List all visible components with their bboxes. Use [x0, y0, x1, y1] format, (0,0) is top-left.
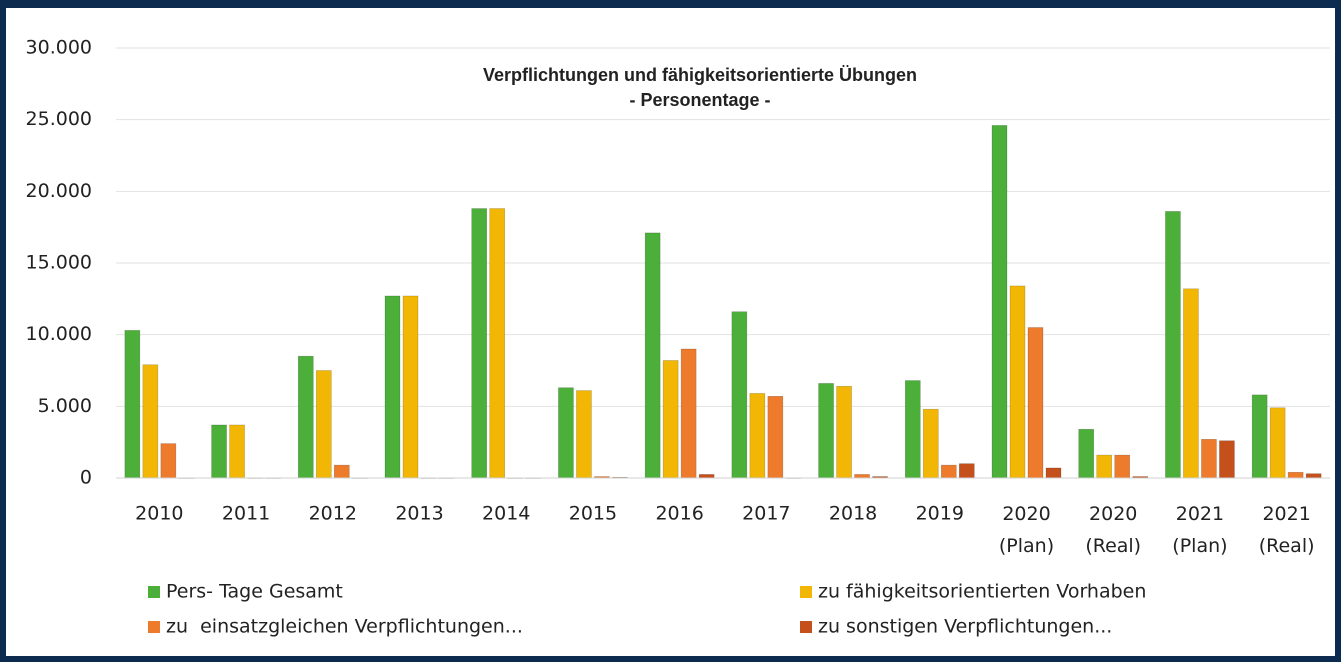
bar: [315, 370, 332, 479]
x-tick-label: 2014: [482, 503, 530, 525]
y-tick-label: 10.000: [26, 323, 92, 345]
bar: [731, 311, 748, 479]
bar: [333, 464, 350, 479]
x-tick-label: 2010: [135, 503, 183, 525]
x-tick-line: (Plan): [1172, 535, 1227, 557]
x-tick-label: 2016: [655, 503, 703, 525]
bar: [922, 408, 939, 479]
bar: [1078, 428, 1095, 479]
bar: [1009, 285, 1026, 479]
bar: [836, 385, 852, 479]
bar: [297, 355, 314, 479]
bar: [644, 232, 661, 479]
bar: [1114, 454, 1131, 479]
x-tick-label: 2018: [829, 503, 877, 525]
legend-swatch: [148, 586, 160, 598]
bar: [1305, 473, 1322, 479]
y-tick-label: 20.000: [26, 180, 92, 202]
bar: [1201, 438, 1217, 479]
x-tick-label: 2012: [309, 503, 357, 525]
legend-swatch: [800, 586, 812, 598]
bar: [229, 424, 245, 479]
bar: [749, 393, 766, 479]
bar: [558, 387, 574, 479]
bar: [767, 395, 784, 479]
x-tick-label: 2013: [395, 503, 443, 525]
x-tick-line: (Real): [1085, 535, 1141, 557]
legend-label: zu sonstigen Verpflichtungen...: [818, 616, 1112, 638]
bar: [124, 330, 141, 479]
bar: [402, 295, 419, 479]
bar: [958, 463, 975, 479]
bar: [1287, 471, 1304, 479]
y-tick-label: 15.000: [26, 252, 92, 274]
bar: [471, 208, 488, 479]
x-tick-label: 2017: [742, 503, 790, 525]
y-tick-label: 25.000: [26, 108, 92, 130]
bar: [1165, 211, 1181, 479]
y-tick-label: 0: [80, 467, 92, 489]
bar: [854, 474, 870, 479]
legend-label: zu einsatzgleichen Verpflichtungen...: [166, 616, 523, 638]
bar: [576, 390, 592, 479]
bar: [818, 383, 834, 479]
x-tick-label: 2021 (Real): [1259, 503, 1315, 557]
bar: [384, 295, 401, 479]
bar: [1183, 288, 1199, 479]
legend-swatch: [148, 621, 160, 633]
bar: [680, 348, 697, 479]
bar: [489, 208, 506, 479]
x-tick-line: (Real): [1259, 535, 1315, 557]
bar: [1219, 440, 1235, 479]
legend-label: Pers- Tage Gesamt: [166, 581, 343, 603]
x-tick-label: 2020 (Real): [1085, 503, 1141, 557]
bar: [698, 474, 715, 479]
bar: [1027, 327, 1044, 479]
bar: [904, 380, 921, 479]
x-tick-line: 2021: [1262, 503, 1310, 525]
legend-swatch: [800, 621, 812, 633]
y-tick-label: 30.000: [26, 37, 92, 59]
y-tick-label: 5.000: [38, 395, 92, 417]
legend-label: zu fähigkeitsorientierten Vorhaben: [818, 581, 1146, 603]
x-tick-line: 2020: [1089, 503, 1137, 525]
bar: [1096, 454, 1113, 479]
bar: [1269, 407, 1286, 479]
x-tick-line: (Plan): [999, 535, 1054, 557]
x-tick-line: 2021: [1176, 503, 1224, 525]
x-tick-label: 2020 (Plan): [999, 503, 1054, 557]
bar: [940, 464, 957, 479]
x-tick-label: 2021 (Plan): [1172, 503, 1227, 557]
chart-subtitle: - Personentage -: [629, 90, 770, 110]
bar: [991, 125, 1008, 479]
chart-title: Verpflichtungen und fähigkeitsorientiert…: [483, 65, 917, 85]
bar: [1045, 467, 1062, 479]
bar: [211, 424, 227, 479]
x-tick-label: 2011: [222, 503, 270, 525]
bar: [160, 443, 177, 479]
bar: [662, 360, 679, 479]
x-tick-line: 2020: [1002, 503, 1050, 525]
frame: [6, 8, 1335, 656]
bar: [1251, 394, 1268, 479]
bar: [142, 364, 159, 479]
x-tick-label: 2015: [569, 503, 617, 525]
x-tick-label: 2019: [916, 503, 964, 525]
